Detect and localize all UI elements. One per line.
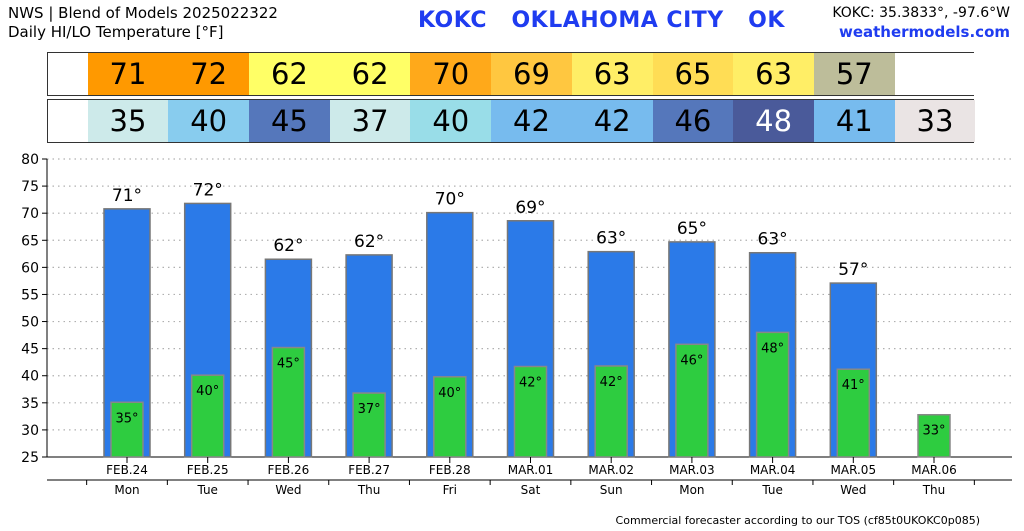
x-tick-label: MAR.03 — [669, 463, 715, 477]
low-temp-cell: 45 — [249, 100, 330, 142]
station-coords: KOKC: 35.3833°, -97.6°W — [832, 5, 1010, 21]
low-bar-label: 46° — [680, 353, 703, 368]
header-right: KOKC: 35.3833°, -97.6°W weathermodels.co… — [832, 4, 1010, 42]
high-temp-cell — [894, 53, 976, 95]
low-bar — [352, 392, 386, 458]
weekday-label: Tue — [196, 483, 218, 497]
high-temp-cell: 62 — [249, 53, 330, 95]
y-tick-label: 35 — [21, 396, 39, 412]
high-bar-label: 65° — [677, 219, 707, 239]
low-temp-cell: 40 — [168, 100, 250, 142]
low-bar — [755, 331, 790, 458]
y-tick-label: 60 — [21, 260, 39, 276]
weekday-label: Mon — [679, 483, 704, 497]
weekday-label: Mon — [114, 483, 139, 497]
y-tick-label: 55 — [21, 287, 39, 303]
weekday-label: Fri — [443, 483, 457, 497]
x-tick-label: MAR.02 — [588, 463, 634, 477]
x-tick-label: FEB.27 — [348, 463, 390, 477]
low-bar — [594, 365, 628, 458]
low-bar-label: 40° — [196, 384, 219, 399]
high-temp-cell: 57 — [813, 53, 895, 95]
high-temp-cell: 63 — [571, 53, 653, 95]
low-temp-strip: 35 40 45 37 40 42 42 46 48 41 33 — [47, 99, 976, 143]
weekday-label: Thu — [922, 483, 946, 497]
low-temp-cell: 33 — [894, 100, 976, 142]
y-tick-label: 45 — [21, 342, 39, 358]
low-temp-cell: 42 — [491, 100, 572, 142]
low-bar — [433, 376, 467, 458]
x-tick-label: FEB.28 — [429, 463, 471, 477]
product-title: NWS | Blend of Models 2025022322 — [8, 4, 278, 22]
y-tick-label: 30 — [21, 423, 39, 439]
x-tick-label: FEB.25 — [187, 463, 229, 477]
low-bar — [110, 401, 144, 458]
low-temp-cell: 48 — [733, 100, 814, 142]
chart-subtitle: Daily HI/LO Temperature [°F] — [8, 23, 224, 41]
y-tick-label: 40 — [21, 369, 39, 385]
x-tick-label: FEB.26 — [267, 463, 309, 477]
y-tick-label: 80 — [21, 152, 39, 168]
high-bar-label: 72° — [193, 180, 223, 200]
low-bar-label: 37° — [358, 402, 381, 417]
weekday-label: Sun — [600, 483, 623, 497]
low-bar — [917, 413, 951, 458]
low-bar-label: 40° — [438, 386, 461, 401]
weekday-label: Tue — [761, 483, 783, 497]
low-bar-label: 45° — [277, 357, 300, 372]
y-tick-label: 25 — [21, 450, 39, 466]
y-tick-label: 50 — [21, 315, 39, 331]
low-temp-cell: 42 — [571, 100, 653, 142]
high-temp-cell: 70 — [410, 53, 492, 95]
high-bar-label: 63° — [596, 229, 626, 249]
high-temp-cell: 71 — [87, 53, 169, 95]
high-bar-label: 62° — [273, 236, 303, 256]
low-temp-cell: 40 — [410, 100, 492, 142]
low-bar — [271, 346, 306, 458]
x-tick-label: MAR.01 — [508, 463, 554, 477]
low-bar-label: 42° — [519, 376, 542, 391]
high-temp-strip: 71 72 62 62 70 69 63 65 63 57 — [47, 52, 976, 96]
low-bar — [513, 365, 548, 458]
y-tick-label: 75 — [21, 179, 39, 195]
weekday-label: Wed — [840, 483, 866, 497]
low-temp-cell: 35 — [87, 100, 169, 142]
low-bar-label: 35° — [115, 411, 138, 426]
low-bar-label: 48° — [761, 341, 784, 356]
high-bar-label: 71° — [112, 186, 142, 206]
weekday-label: Sat — [521, 483, 541, 497]
y-tick-label: 70 — [21, 206, 39, 222]
high-bar-label: 57° — [838, 260, 868, 280]
site-link[interactable]: weathermodels.com — [838, 23, 1010, 41]
footer-note: Commercial forecaster according to our T… — [615, 514, 980, 527]
high-bar-label: 70° — [435, 190, 465, 210]
x-tick-label: MAR.04 — [750, 463, 796, 477]
weekday-label: Wed — [275, 483, 301, 497]
low-bar-label: 41° — [842, 378, 865, 393]
station-title: KOKC OKLAHOMA CITY OK — [418, 8, 785, 33]
high-temp-cell: 62 — [329, 53, 411, 95]
low-temp-cell: 46 — [652, 100, 734, 142]
high-bar-label: 62° — [354, 232, 384, 252]
high-temp-cell: 65 — [652, 53, 734, 95]
low-temp-cell: 41 — [813, 100, 895, 142]
weekday-label: Thu — [357, 483, 381, 497]
high-temp-cell: 63 — [733, 53, 814, 95]
x-tick-label: MAR.06 — [911, 463, 957, 477]
low-bar — [836, 368, 871, 458]
x-tick-label: MAR.05 — [831, 463, 877, 477]
high-temp-cell: 69 — [491, 53, 572, 95]
low-bar-label: 33° — [922, 424, 945, 439]
y-tick-label: 65 — [21, 233, 39, 249]
high-bar-label: 63° — [758, 230, 788, 250]
high-bar-label: 69° — [515, 198, 545, 218]
high-temp-cell: 72 — [168, 53, 250, 95]
low-temp-cell: 37 — [329, 100, 411, 142]
x-tick-label: FEB.24 — [106, 463, 148, 477]
low-bar-label: 42° — [600, 375, 623, 390]
header-left: NWS | Blend of Models 2025022322 Daily H… — [8, 4, 278, 42]
